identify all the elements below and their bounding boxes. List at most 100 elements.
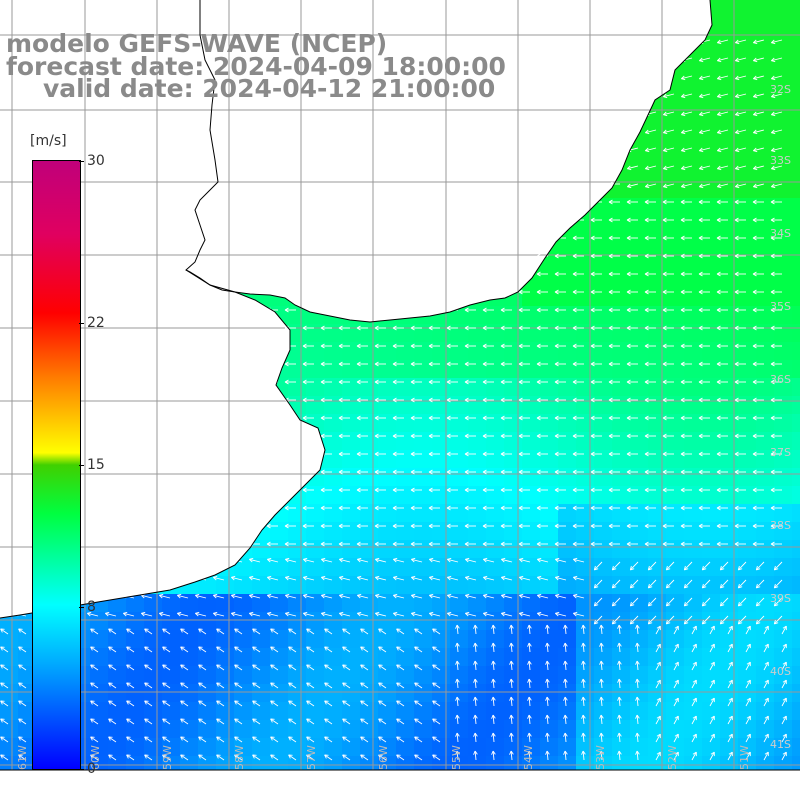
field-cell [666,504,685,523]
field-cell [756,414,775,433]
field-cell [288,324,307,343]
field-cell [720,414,739,433]
field-cell [702,288,721,307]
field-cell [144,648,163,667]
field-cell [198,702,217,721]
field-cell [558,450,577,469]
field-cell [324,378,343,397]
field-cell [648,198,667,217]
field-cell [288,360,307,379]
field-cell [126,666,145,685]
field-cell [504,342,523,361]
colorbar-unit: [m/s] [30,133,67,149]
field-cell [342,738,361,757]
field-cell [792,360,800,379]
field-cell [270,666,289,685]
field-cell [270,720,289,739]
field-cell [414,648,433,667]
field-cell [666,360,685,379]
field-cell [648,144,667,163]
field-cell [270,738,289,757]
field-cell [468,432,487,451]
field-cell [288,378,307,397]
field-cell [594,486,613,505]
field-cell [774,108,793,127]
field-cell [360,684,379,703]
field-cell [432,396,451,415]
field-cell [666,450,685,469]
field-cell [360,648,379,667]
field-cell [468,486,487,505]
field-cell [342,414,361,433]
field-cell [234,720,253,739]
field-cell [522,522,541,541]
field-cell [324,702,343,721]
field-cell [162,648,181,667]
field-cell [576,288,595,307]
field-cell [792,504,800,523]
field-cell [432,630,451,649]
longitude-label: 56W [377,745,390,770]
field-cell [648,468,667,487]
field-cell [252,666,271,685]
field-cell [612,198,631,217]
latitude-label: 34S [770,227,791,240]
field-cell [792,108,800,127]
field-cell [306,486,325,505]
field-cell [612,414,631,433]
field-cell [504,504,523,523]
field-cell [486,504,505,523]
field-cell [288,738,307,757]
field-cell [396,396,415,415]
field-cell [702,378,721,397]
field-cell [792,198,800,217]
field-cell [126,684,145,703]
field-cell [792,540,800,559]
field-cell [666,522,685,541]
field-cell [0,666,19,685]
field-cell [774,414,793,433]
field-cell [252,540,271,559]
field-cell [666,234,685,253]
field-cell [504,522,523,541]
field-cell [486,450,505,469]
field-cell [792,306,800,325]
field-cell [360,522,379,541]
field-cell [738,216,757,235]
field-cell [432,468,451,487]
field-cell [144,738,163,757]
field-cell [702,486,721,505]
field-cell [432,684,451,703]
field-cell [468,468,487,487]
field-cell [648,450,667,469]
field-cell [342,360,361,379]
field-cell [684,216,703,235]
field-cell [360,486,379,505]
field-cell [90,630,109,649]
field-cell [702,522,721,541]
field-cell [504,540,523,559]
field-cell [594,216,613,235]
field-cell [702,72,721,91]
field-cell [306,666,325,685]
field-cell [288,720,307,739]
field-cell [594,540,613,559]
field-cell [432,432,451,451]
field-cell [306,684,325,703]
field-cell [252,648,271,667]
field-cell [342,540,361,559]
field-cell [684,72,703,91]
field-cell [396,720,415,739]
field-cell [468,378,487,397]
field-cell [630,270,649,289]
field-cell [378,522,397,541]
field-cell [720,54,739,73]
field-cell [414,540,433,559]
field-cell [702,324,721,343]
field-cell [144,630,163,649]
field-cell [216,630,235,649]
field-cell [486,396,505,415]
field-cell [792,126,800,145]
longitude-label: 52W [666,745,679,770]
field-cell [720,522,739,541]
